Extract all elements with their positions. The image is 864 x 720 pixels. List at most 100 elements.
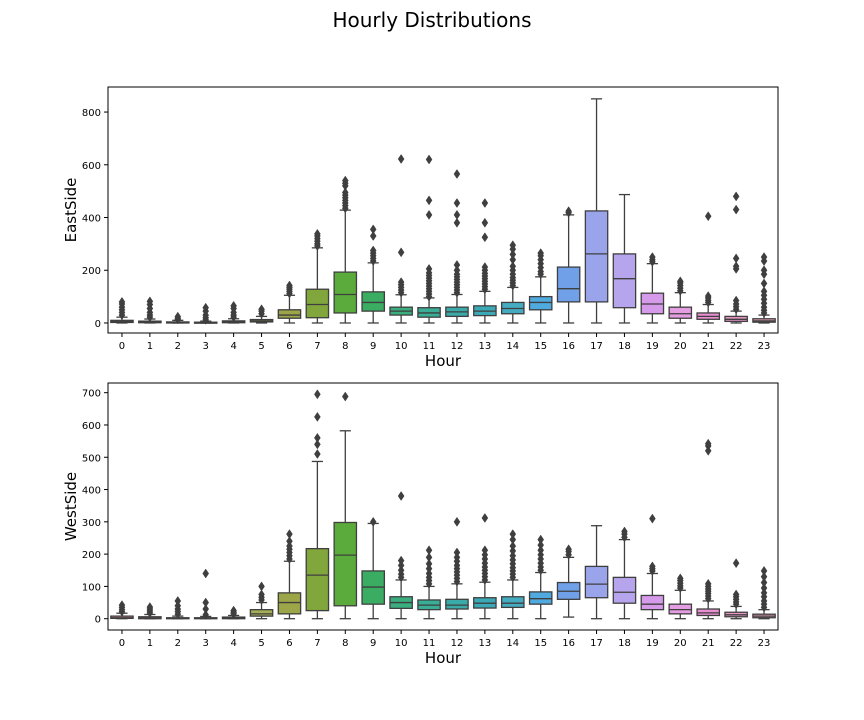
- outlier-point: [760, 565, 768, 576]
- box-hour-5: [249, 609, 274, 617]
- outlier-point: [453, 547, 461, 558]
- outlier-point: [704, 211, 712, 222]
- x-tick-label: 3: [203, 638, 209, 649]
- outlier-point: [397, 491, 405, 501]
- x-tick-label: 14: [506, 638, 519, 649]
- x-tick-label: 12: [451, 638, 464, 649]
- box-hour-19: [640, 594, 665, 611]
- x-tick-label: 6: [286, 638, 292, 649]
- y-axis-label: WestSide: [62, 472, 80, 541]
- box-hour-8: [333, 521, 358, 607]
- x-tick-label: 9: [370, 638, 376, 649]
- y-tick-label: 100: [82, 582, 101, 593]
- outlier-point: [202, 302, 210, 313]
- outlier-point: [258, 581, 265, 592]
- outlier-point: [537, 545, 545, 556]
- outlier-point: [369, 231, 377, 241]
- outlier-point: [286, 536, 293, 547]
- x-tick-label: 5: [258, 638, 264, 649]
- x-axis-label: Hour: [425, 352, 462, 370]
- x-tick-label: 13: [479, 638, 492, 649]
- outlier-point: [481, 545, 489, 556]
- outlier-point: [425, 545, 433, 556]
- outlier-point: [621, 526, 628, 537]
- x-tick-label: 21: [702, 341, 715, 352]
- outlier-point: [704, 438, 712, 449]
- outlier-point: [453, 209, 461, 220]
- box-hour-7: [305, 288, 330, 319]
- x-tick-label: 13: [479, 341, 492, 352]
- plot-frame: [107, 382, 779, 631]
- outlier-point: [314, 449, 321, 459]
- outlier-point: [453, 169, 461, 179]
- box-hour-12: [445, 598, 469, 610]
- box-hour-16: [556, 266, 581, 303]
- outlier-point: [425, 263, 433, 274]
- x-tick-label: 9: [370, 341, 376, 352]
- x-tick-label: 6: [286, 341, 292, 352]
- x-tick-label: 4: [230, 638, 236, 649]
- plot-frame: [107, 86, 779, 334]
- figure-title: Hourly Distributions: [332, 8, 532, 32]
- x-tick-label: 15: [534, 341, 547, 352]
- outlier-point: [732, 261, 740, 272]
- outlier-point: [760, 252, 768, 263]
- outlier-point: [369, 516, 377, 527]
- box-hour-20: [668, 306, 693, 319]
- y-tick-label: 600: [82, 421, 101, 432]
- outlier-point: [425, 558, 433, 569]
- y-tick-label: 700: [82, 389, 101, 400]
- outlier-point: [230, 605, 237, 616]
- y-tick-label: 0: [95, 319, 101, 330]
- outlier-point: [341, 391, 349, 402]
- outlier-point: [369, 224, 377, 235]
- x-tick-label: 14: [506, 341, 519, 352]
- y-tick-label: 800: [82, 108, 101, 119]
- outlier-point: [425, 209, 433, 220]
- x-tick-label: 8: [342, 638, 348, 649]
- outlier-point: [537, 540, 545, 551]
- x-tick-label: 10: [395, 638, 408, 649]
- x-tick-label: 19: [646, 638, 659, 649]
- outlier-point: [760, 278, 768, 289]
- box-hour-6: [277, 309, 302, 319]
- outlier-point: [453, 198, 461, 208]
- outlier-point: [509, 249, 517, 260]
- outlier-point: [537, 534, 545, 545]
- outlier-point: [704, 578, 712, 589]
- y-tick-label: 400: [82, 214, 101, 225]
- outlier-point: [453, 260, 461, 270]
- x-tick-label: 8: [342, 341, 348, 352]
- outlier-point: [425, 154, 433, 165]
- x-tick-label: 22: [730, 638, 743, 649]
- outlier-point: [509, 529, 517, 540]
- outlier-point: [314, 228, 321, 239]
- x-tick-label: 18: [618, 341, 631, 352]
- x-tick-label: 7: [314, 341, 320, 352]
- y-tick-label: 0: [95, 615, 101, 626]
- x-tick-label: 16: [562, 341, 575, 352]
- box-hour-14: [500, 596, 525, 609]
- outlier-point: [481, 232, 489, 243]
- outlier-point: [649, 561, 656, 572]
- outlier-point: [676, 276, 684, 287]
- outlier-point: [760, 265, 768, 276]
- x-tick-label: 2: [175, 638, 181, 649]
- x-axis-label: Hour: [425, 649, 462, 667]
- outlier-point: [732, 204, 740, 215]
- outlier-point: [397, 154, 405, 164]
- outlier-point: [341, 187, 349, 198]
- box-hour-15: [528, 295, 553, 311]
- box-hour-18: [612, 576, 637, 604]
- outlier-point: [760, 583, 768, 593]
- outlier-point: [565, 206, 572, 217]
- outlier-point: [649, 252, 656, 263]
- x-tick-label: 11: [423, 341, 436, 352]
- y-axis-label: EastSide: [62, 178, 80, 243]
- x-tick-label: 17: [590, 341, 603, 352]
- outlier-point: [732, 253, 740, 264]
- outlier-point: [425, 552, 433, 563]
- outlier-point: [258, 304, 265, 315]
